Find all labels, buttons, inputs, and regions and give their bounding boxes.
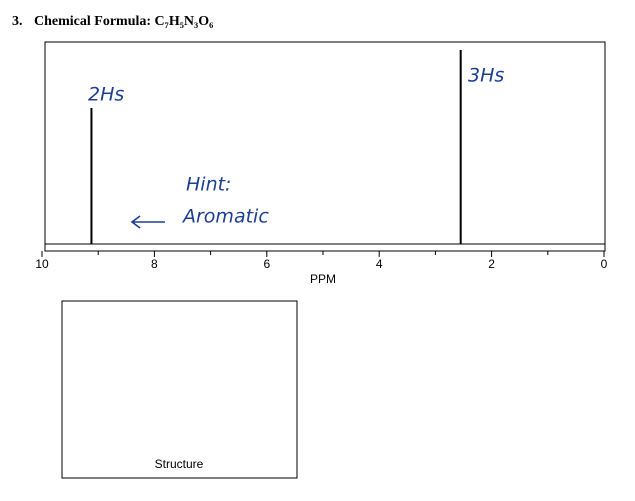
x-tick-label: 2 [488,257,495,271]
chart-title: Chemical Formula: C₇H₅N₃O₆ [34,14,213,29]
handwritten-note: 2Hs [88,84,124,106]
x-tick-label: 8 [151,257,158,271]
x-tick-label: 0 [601,257,608,271]
handwritten-note: 3Hs [468,65,504,87]
question-number: 3. [12,14,23,29]
x-tick-label: 6 [263,257,270,271]
x-tick-label: 4 [376,257,383,271]
handwritten-note: Hint: [186,174,231,196]
x-axis-label: PPM [310,272,336,286]
hint-arrow [130,215,165,229]
structure-label: Structure [155,457,204,471]
handwritten-note: Aromatic [181,206,269,228]
x-tick-label: 10 [35,257,49,271]
plot-frame [44,41,606,252]
structure-box [61,300,298,479]
